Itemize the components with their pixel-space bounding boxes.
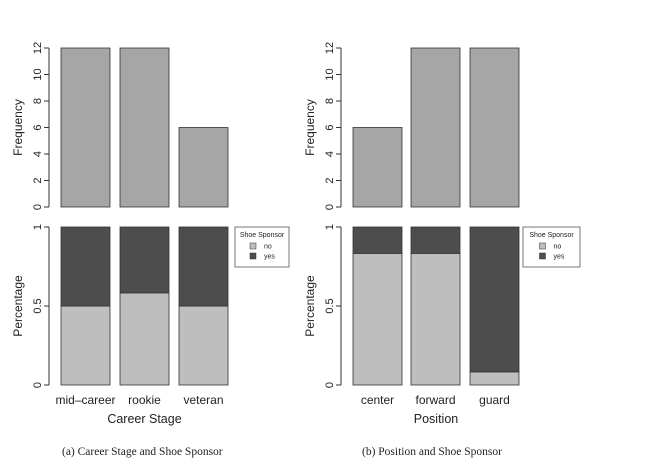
panel-a-category-label-1: rookie (128, 393, 161, 407)
panel-a-legend-swatch-no (249, 242, 257, 250)
panel-b-freq-bar-0 (352, 127, 403, 208)
panel-b-pct-bar-no-1 (410, 252, 461, 386)
panel-a-freq-y-tick-label: 12 (32, 42, 44, 54)
caption-b: (b) Position and Shoe Sponsor (362, 446, 502, 458)
panel-b-freq-y-tick-label: 10 (324, 68, 336, 80)
panel-b-legend-label-no: no (554, 244, 562, 251)
panel-a-legend-box (234, 226, 290, 268)
panel-a-legend-title: Shoe Sponsor (240, 232, 285, 239)
panel-b-freq-y-tick-label: 4 (324, 151, 336, 157)
panel-a-pct-y-tick-label: 1 (32, 224, 44, 230)
panel-a-freq-y-tick-label: 10 (32, 68, 44, 80)
panel-a-pct-bar-no-2 (178, 305, 229, 386)
panel-a-legend-swatch-yes (249, 252, 257, 260)
panel-a-legend-label-yes: yes (264, 254, 275, 261)
panel-a-pct-y-tick-label: 0.5 (32, 298, 44, 313)
panel-b-pct-bar-no-2 (469, 371, 520, 386)
panel-b-pct-y-tick-label: 1 (324, 224, 336, 230)
panel-b-pct-ylabel: Percentage (303, 275, 317, 337)
panel-a-freq-y-tick-label: 4 (32, 151, 44, 157)
panel-a-freq-y-tick-label: 6 (32, 124, 44, 130)
panel-b-legend-swatch-no (539, 242, 546, 250)
caption-a: (a) Career Stage and Shoe Sponsor (62, 446, 223, 458)
panel-b-category-label-2: guard (479, 393, 510, 407)
panel-b-freq-y-tick-label: 8 (324, 98, 336, 104)
panel-a-pct-bar-no-0 (60, 305, 111, 386)
panel-b-category-label-0: center (361, 393, 394, 407)
panel-a-freq-bar-0 (60, 47, 111, 208)
panel-b-freq-y-tick-label: 12 (324, 42, 336, 54)
panel-b-legend-label-yes: yes (554, 254, 565, 261)
panel-a-xlabel: Career Stage (107, 412, 181, 426)
panel-b-pct-bar-yes-2 (469, 226, 520, 373)
panel-b-freq-bar-1 (410, 47, 461, 208)
panel-b-category-label-1: forward (415, 393, 455, 407)
panel-b-pct-bar-no-0 (352, 252, 403, 386)
panel-b-pct-bar-yes-1 (410, 226, 461, 254)
panel-b-freq-y-tick-label: 6 (324, 124, 336, 130)
panel-a-freq-bar-1 (119, 47, 170, 208)
panel-a-pct-ylabel: Percentage (11, 275, 25, 337)
panel-a-pct-y-tick-label: 0 (32, 382, 44, 388)
panel-b-xlabel: Position (414, 412, 459, 426)
panel-b-pct-y-tick-label: 0.5 (324, 298, 336, 313)
panel-a-pct-bar-yes-2 (178, 226, 229, 307)
panel-b-legend-title: Shoe Sponsor (529, 232, 574, 239)
panel-a-legend-label-no: no (264, 244, 272, 251)
panel-a-freq-y-tick-label: 8 (32, 98, 44, 104)
panel-b-legend-swatch-yes (539, 252, 546, 260)
panel-a-category-label-2: veteran (183, 393, 223, 407)
panel-a-freq-ylabel: Frequency (11, 99, 25, 156)
panel-b-pct-y-tick-label: 0 (324, 382, 336, 388)
panel-a-freq-bar-2 (178, 127, 229, 208)
panel-b-pct-bar-yes-0 (352, 226, 403, 254)
panel-a-freq-y-tick-label: 2 (32, 177, 44, 183)
panel-b-freq-y-tick-label: 0 (324, 204, 336, 210)
panel-a-pct-bar-yes-0 (60, 226, 111, 307)
panel-a-pct-bar-yes-1 (119, 226, 170, 294)
panel-a-pct-bar-no-1 (119, 292, 170, 386)
panel-b-legend-box (522, 226, 581, 268)
panel-b-freq-y-tick-label: 2 (324, 177, 336, 183)
panel-a-freq-y-tick-label: 0 (32, 204, 44, 210)
panel-b-freq-bar-2 (469, 47, 520, 208)
panel-a-category-label-0: mid–career (55, 393, 115, 407)
panel-b-freq-ylabel: Frequency (303, 99, 317, 156)
